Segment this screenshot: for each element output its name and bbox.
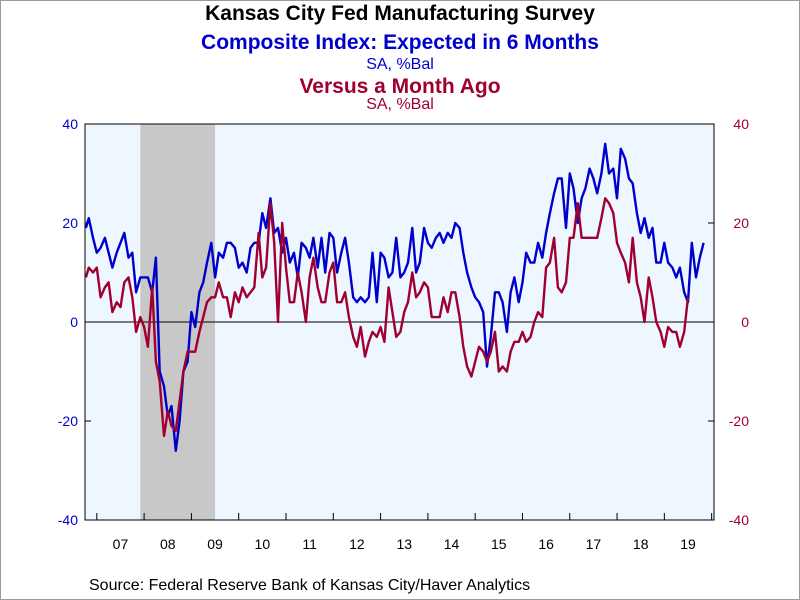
left-tick-label: -20 bbox=[58, 413, 78, 429]
x-tick-label: 18 bbox=[633, 536, 649, 552]
plot-border bbox=[84, 123, 715, 521]
x-tick-label: 07 bbox=[113, 536, 129, 552]
x-tick-label: 16 bbox=[538, 536, 554, 552]
right-tick-label: -40 bbox=[729, 512, 749, 528]
right-tick-label: 0 bbox=[741, 314, 749, 330]
units-expected: SA, %Bal bbox=[366, 56, 434, 73]
series-layer bbox=[84, 142, 705, 452]
x-tick-label: 17 bbox=[586, 536, 602, 552]
left-tick-label: 0 bbox=[70, 314, 78, 330]
source-note: Source: Federal Reserve Bank of Kansas C… bbox=[89, 577, 531, 594]
left-tick-label: 40 bbox=[62, 116, 78, 132]
x-tick-label: 10 bbox=[255, 536, 271, 552]
left-axis-labels: -40 -20 0 20 40 bbox=[58, 116, 78, 528]
right-tick-label: -20 bbox=[729, 413, 749, 429]
x-tick-label: 11 bbox=[302, 536, 317, 552]
x-tick-label: 15 bbox=[491, 536, 507, 552]
subtitle-expected: Composite Index: Expected in 6 Months bbox=[201, 31, 599, 54]
right-axis-labels: -40 -20 0 20 40 bbox=[729, 116, 749, 528]
left-tick-label: 20 bbox=[62, 215, 78, 231]
x-axis-labels: 07 08 09 10 11 12 13 14 15 16 17 18 19 bbox=[113, 536, 696, 552]
right-tick-label: 40 bbox=[733, 116, 749, 132]
right-tick-label: 20 bbox=[733, 215, 749, 231]
x-tick-label: 19 bbox=[680, 536, 696, 552]
x-tick-label: 09 bbox=[207, 536, 223, 552]
x-tick-label: 14 bbox=[444, 536, 460, 552]
series-line-versus bbox=[84, 197, 690, 438]
x-tick-label: 12 bbox=[349, 536, 365, 552]
units-versus: SA, %Bal bbox=[366, 96, 434, 113]
subtitle-versus: Versus a Month Ago bbox=[299, 75, 501, 98]
left-tick-label: -40 bbox=[58, 512, 78, 528]
chart-title: Kansas City Fed Manufacturing Survey bbox=[205, 2, 595, 25]
x-tick-label: 13 bbox=[396, 536, 412, 552]
x-tick-label: 08 bbox=[160, 536, 176, 552]
